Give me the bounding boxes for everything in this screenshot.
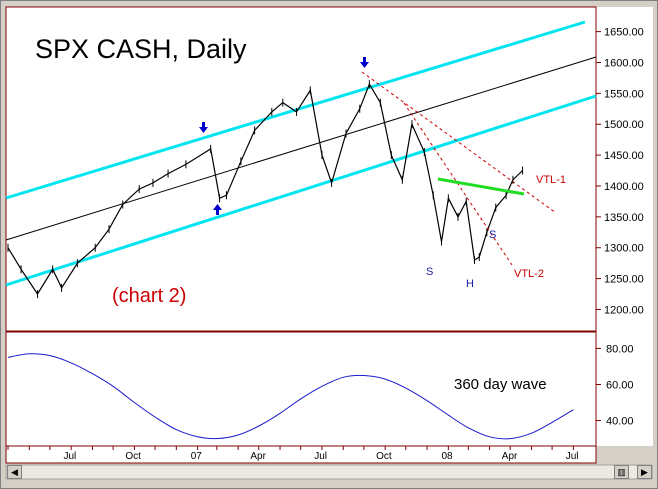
y-tick-label: 1200.00 <box>604 304 644 316</box>
price-series <box>7 80 524 299</box>
price-line <box>7 82 524 296</box>
down-arrow-icon <box>360 57 369 68</box>
trend-channel <box>5 20 597 287</box>
vtl-1-line <box>361 71 557 214</box>
scroll-right-button[interactable]: ▶ <box>637 465 652 479</box>
x-tick-label: Jul <box>314 451 327 462</box>
wave-line <box>7 353 574 440</box>
wave-y-tick-label: 60.00 <box>606 379 634 391</box>
wave-label: 360 day wave <box>454 376 547 393</box>
y-tick-label: 1550.00 <box>604 88 644 100</box>
chart-title: SPX CASH, Daily <box>35 34 247 64</box>
y-axis-area <box>596 7 653 446</box>
y-tick-label: 1250.00 <box>604 274 644 286</box>
pattern-label-right-shoulder: S <box>489 229 496 241</box>
neckline <box>437 177 525 196</box>
pattern-label-left-shoulder: S <box>426 266 433 278</box>
y-tick-label: 1450.00 <box>604 150 644 162</box>
y-tick-label: 1400.00 <box>604 181 644 193</box>
x-tick-label: Jul <box>566 451 579 462</box>
up-arrow-icon <box>213 204 222 215</box>
wave-panel <box>5 331 597 447</box>
channel-lower-line <box>5 94 597 287</box>
y-tick-label: 1600.00 <box>604 57 644 69</box>
wave-y-tick-label: 80.00 <box>606 343 634 355</box>
x-tick-label: Jul <box>64 451 77 462</box>
horizontal-scrollbar[interactable] <box>5 464 653 480</box>
x-tick-label: Apr <box>250 451 266 462</box>
zoom-button[interactable]: ▥ <box>614 465 629 479</box>
y-tick-label: 1350.00 <box>604 212 644 224</box>
x-tick-label: Oct <box>376 451 392 462</box>
y-tick-label: 1300.00 <box>604 243 644 255</box>
wave-series <box>7 353 574 440</box>
scroll-left-button[interactable]: ◀ <box>7 465 22 479</box>
y-tick-label: 1650.00 <box>604 27 644 39</box>
x-axis: Jul Oct 07 Apr Jul Oct 08 Apr Jul <box>7 446 579 462</box>
channel-upper-line <box>5 20 586 200</box>
down-arrow-icon <box>199 122 208 133</box>
wave-y-axis: 40.00 60.00 80.00 <box>596 343 634 428</box>
x-tick-label: Apr <box>502 451 518 462</box>
vtl-1-label: VTL-1 <box>536 174 566 186</box>
y-tick-label: 1500.00 <box>604 119 644 131</box>
price-y-axis: 1200.00 1250.00 1300.00 1350.00 1400.00 1450.… <box>596 27 644 316</box>
x-tick-label: 08 <box>441 451 453 462</box>
wave-y-tick-label: 40.00 <box>606 416 634 428</box>
chart-annotation: (chart 2) <box>112 285 186 307</box>
vtl-2-label: VTL-2 <box>514 268 544 280</box>
x-tick-label: Oct <box>125 451 141 462</box>
pattern-label-head: H <box>466 278 474 290</box>
channel-mid-line <box>5 56 597 241</box>
x-tick-label: 07 <box>191 451 203 462</box>
